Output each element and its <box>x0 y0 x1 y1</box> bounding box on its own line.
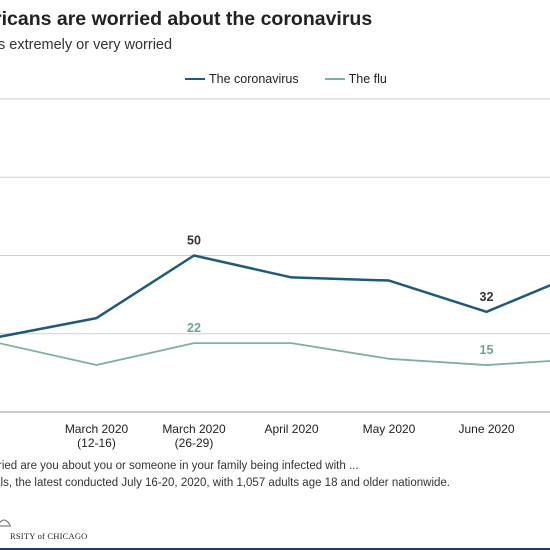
legend-label-flu: The flu <box>348 72 387 86</box>
x-tick-label: March 2020 (26-29) <box>162 422 226 450</box>
series-line-coronavirus <box>0 254 550 338</box>
series-line-flu <box>0 342 550 366</box>
data-label-flu: 22 <box>187 321 201 335</box>
university-logo-text: RSITY of CHICAGO <box>10 531 88 541</box>
x-tick-label: May 2020 <box>363 422 416 436</box>
footer-question: ried are you about you or someone in you… <box>0 460 359 472</box>
chart-legend: The coronavirus The flu <box>185 72 413 86</box>
legend-item-coronavirus: The coronavirus <box>185 72 299 86</box>
university-logo: RSITY of CHICAGO <box>0 514 87 544</box>
line-chart: March 2020 (12-16) March 2020 (26-29) April … <box>0 98 550 450</box>
chart-subtitle: s extremely or very worried <box>0 37 173 53</box>
legend-item-flu: The flu <box>324 72 387 86</box>
bottom-rule <box>0 548 550 550</box>
legend-swatch-flu <box>324 78 345 80</box>
x-tick-label: June 2020 <box>458 422 514 436</box>
footer-source: lls, the latest conducted July 16-20, 20… <box>0 477 450 489</box>
legend-swatch-coronavirus <box>185 78 205 80</box>
university-crest-icon <box>0 519 11 527</box>
data-label-coronavirus: 50 <box>187 234 201 248</box>
x-tick-label: April 2020 <box>264 422 318 436</box>
legend-label-coronavirus: The coronavirus <box>209 72 299 86</box>
chart-title: ricans are worried about the coronavirus <box>0 8 373 30</box>
data-label-coronavirus: 32 <box>480 290 494 304</box>
data-label-flu: 15 <box>480 343 494 357</box>
x-tick-label: March 2020 (12-16) <box>65 422 129 450</box>
